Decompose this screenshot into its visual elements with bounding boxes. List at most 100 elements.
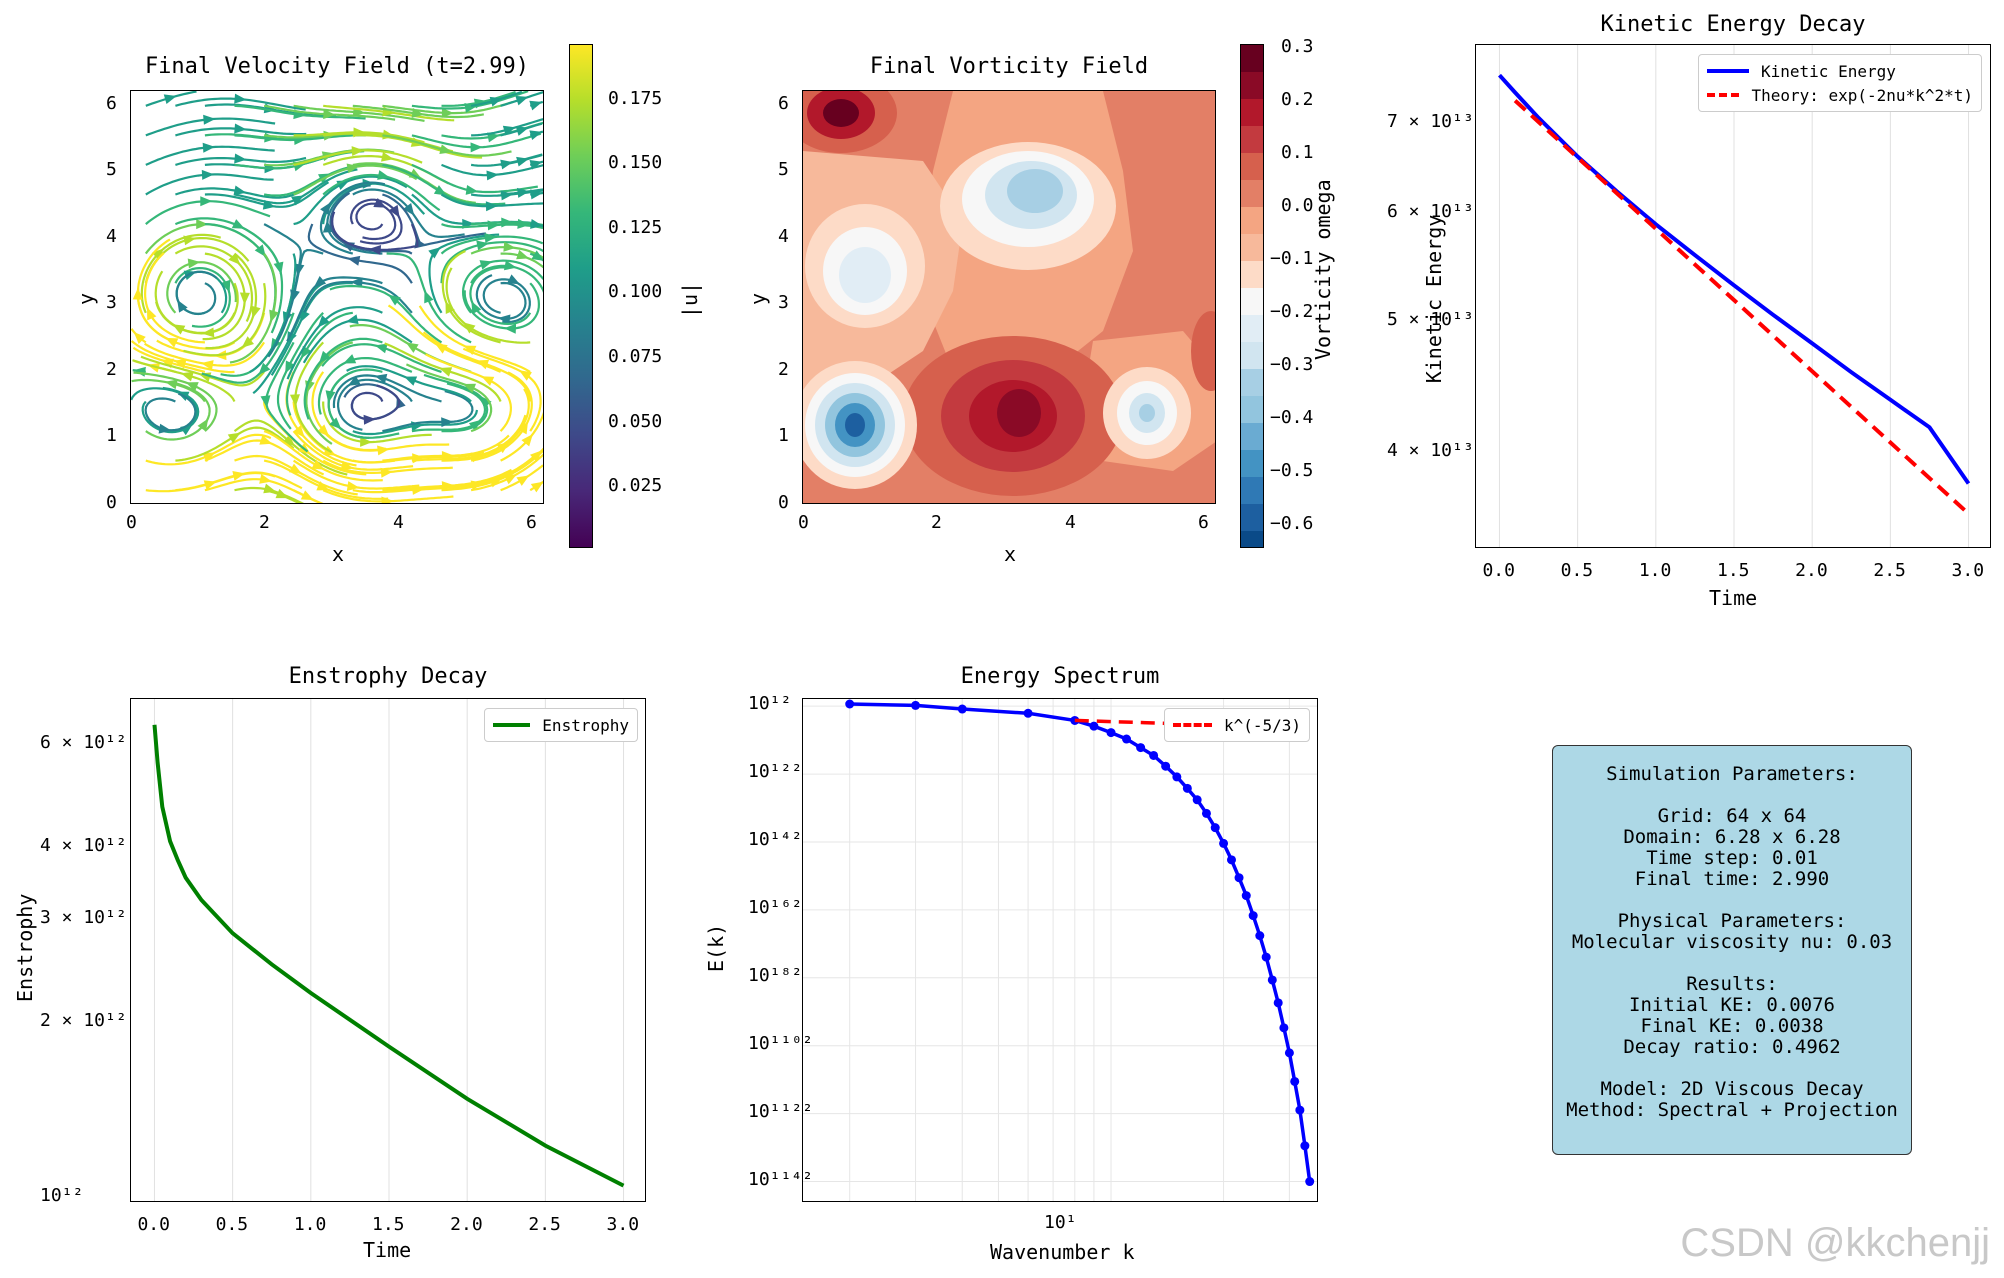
streamline-arrow bbox=[381, 496, 394, 503]
streamline-arrow bbox=[377, 170, 390, 180]
streamlines bbox=[131, 91, 543, 503]
streamline-arrow bbox=[463, 345, 477, 356]
simulation-parameters-box: Simulation Parameters: Grid: 64 x 64 Domai… bbox=[1552, 745, 1912, 1155]
x-tick: 0.0 bbox=[137, 1214, 170, 1235]
y-tick: 1 bbox=[778, 425, 789, 446]
streamline-arrow bbox=[529, 450, 543, 463]
streamline-arrow bbox=[233, 185, 247, 196]
colorbar-tick: 0.100 bbox=[608, 281, 663, 302]
streamline-arrow bbox=[259, 474, 272, 484]
data-point bbox=[1106, 728, 1116, 738]
streamline-arrow bbox=[506, 274, 520, 285]
streamline-arrow bbox=[343, 354, 357, 364]
data-point bbox=[1192, 795, 1202, 805]
streamline-arrow bbox=[503, 474, 517, 485]
streamline-arrow bbox=[202, 142, 215, 153]
data-point bbox=[1267, 975, 1277, 985]
streamline-arrow bbox=[405, 342, 419, 353]
streamline-arrow bbox=[163, 94, 177, 105]
streamline-arrow bbox=[164, 379, 178, 390]
streamline bbox=[145, 173, 274, 196]
data-point bbox=[1273, 998, 1283, 1008]
x-axis-label: x bbox=[1004, 542, 1017, 566]
streamline-arrow bbox=[408, 168, 422, 179]
colorbar-tick: −0.3 bbox=[1270, 354, 1314, 375]
streamline bbox=[145, 145, 275, 166]
streamline-arrow bbox=[389, 204, 400, 218]
watermark: CSDN @kkchenjj bbox=[1680, 1221, 1990, 1265]
spectrum-title: Energy Spectrum bbox=[960, 664, 1160, 689]
series-line bbox=[152, 724, 625, 1188]
y-tick: 10¹⁴² bbox=[748, 828, 803, 850]
streamline-arrow bbox=[151, 248, 165, 261]
series-line bbox=[1498, 73, 1971, 485]
streamline-arrow bbox=[232, 470, 246, 481]
streamline-arrow bbox=[325, 390, 336, 404]
streamline-arrow bbox=[227, 432, 241, 444]
data-point bbox=[1023, 708, 1033, 718]
y-axis-label: y bbox=[74, 292, 99, 306]
y-tick: 5 × 10¹³ bbox=[1387, 308, 1474, 330]
streamline bbox=[322, 401, 432, 444]
x-tick: 2 bbox=[259, 512, 270, 533]
y-tick: 10¹¹⁰² bbox=[748, 1032, 814, 1054]
y-axis-label: Enstrophy bbox=[13, 893, 37, 1002]
streamline-arrow bbox=[300, 309, 310, 323]
streamline-arrow bbox=[529, 159, 543, 170]
streamline-arrow bbox=[433, 185, 447, 196]
streamline-arrow bbox=[289, 394, 300, 407]
streamline-arrow bbox=[200, 360, 214, 371]
streamline-arrow bbox=[530, 189, 543, 200]
colorbar-label: |u| bbox=[678, 281, 703, 319]
y-tick: 10¹¹²² bbox=[748, 1100, 814, 1122]
streamline-arrow bbox=[200, 196, 213, 207]
x-tick: 0.0 bbox=[1482, 560, 1515, 581]
x-tick: 10¹ bbox=[1044, 1212, 1077, 1233]
params-line bbox=[1557, 1058, 1907, 1079]
streamline-arrow bbox=[424, 290, 434, 304]
streamline-arrow bbox=[388, 294, 401, 306]
streamline-arrow bbox=[501, 217, 514, 228]
data-point bbox=[1295, 1105, 1305, 1115]
x-tick: 3.0 bbox=[606, 1214, 640, 1235]
data-point bbox=[1070, 715, 1080, 725]
y-tick: 10¹⁶² bbox=[748, 896, 803, 918]
streamline-arrow bbox=[486, 170, 499, 181]
streamline-arrow bbox=[368, 245, 382, 255]
x-tick: 3.0 bbox=[1951, 560, 1985, 581]
y-tick: 2 × 10¹² bbox=[40, 1009, 127, 1031]
vorticity-title: Final Vorticity Field bbox=[869, 54, 1149, 79]
streamline-arrow bbox=[519, 370, 532, 381]
streamline-arrow bbox=[196, 219, 209, 230]
streamline-arrow bbox=[500, 190, 514, 201]
streamline bbox=[425, 353, 513, 432]
streamline-arrow bbox=[485, 201, 498, 212]
y-tick: 10¹¹⁴² bbox=[748, 1168, 814, 1190]
streamline-arrow bbox=[351, 146, 364, 157]
x-tick: 2.5 bbox=[528, 1214, 561, 1235]
data-point bbox=[1089, 721, 1099, 731]
y-tick: 5 bbox=[778, 159, 789, 180]
colorbar-tick: −0.6 bbox=[1270, 513, 1314, 534]
colorbar-tick: 0.175 bbox=[608, 88, 663, 109]
streamline-arrow bbox=[363, 414, 376, 425]
x-tick: 1.5 bbox=[372, 1214, 405, 1235]
y-tick: 10¹⁸² bbox=[748, 964, 803, 986]
streamline-arrow bbox=[234, 93, 247, 104]
streamline-arrow bbox=[346, 163, 360, 174]
streamline-arrow bbox=[228, 252, 241, 265]
streamline-arrow bbox=[441, 417, 454, 428]
streamline-arrow bbox=[251, 305, 261, 319]
series-line bbox=[849, 702, 1312, 1182]
streamline-arrow bbox=[234, 153, 247, 164]
streamline-arrow bbox=[481, 376, 495, 386]
streamline-arrow bbox=[476, 240, 490, 251]
streamline-arrow bbox=[403, 203, 415, 216]
streamline-arrow bbox=[317, 424, 330, 437]
legend-entry: Enstrophy bbox=[542, 715, 629, 735]
streamline-arrow bbox=[177, 299, 188, 313]
x-tick: 2.0 bbox=[450, 1214, 483, 1235]
x-axis-label: x bbox=[332, 542, 345, 566]
streamline-arrow bbox=[529, 100, 543, 111]
streamline-arrow bbox=[220, 279, 231, 293]
